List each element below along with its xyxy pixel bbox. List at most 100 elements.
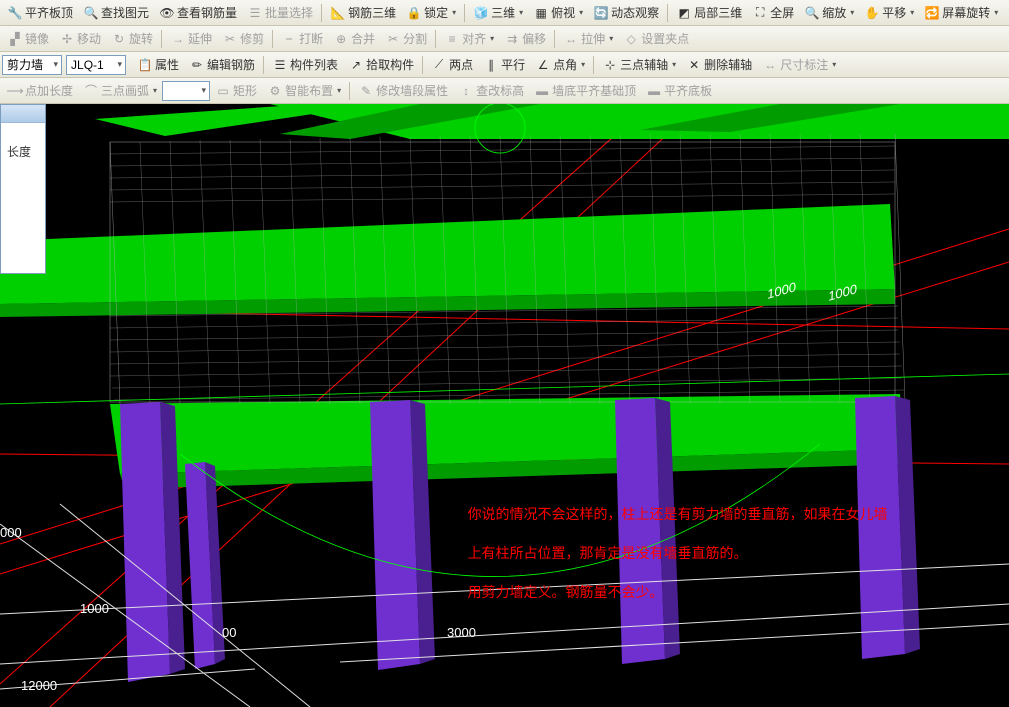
mirror: ▞镜像 (3, 28, 53, 49)
offset-icon: ⇉ (504, 31, 520, 47)
three-point-arc-icon: ⌒ (83, 83, 99, 99)
screen-rotate[interactable]: 🔁屏幕旋转▾ (920, 2, 1002, 23)
check-rebar[interactable]: 👁查看钢筋量 (155, 2, 241, 23)
find-element-label: 查找图元 (101, 4, 149, 21)
rectangle: ▭矩形 (211, 80, 261, 101)
batch-select-icon: ☰ (247, 5, 263, 21)
edit-rebar-label: 编辑钢筋 (207, 56, 255, 73)
three-point-axis[interactable]: ⊹三点辅轴▾ (598, 54, 680, 75)
dropdown-icon: ▾ (579, 8, 583, 17)
mirror-icon: ▞ (7, 31, 23, 47)
auto-arrange-label: 智能布置 (285, 82, 333, 99)
move-label: 移动 (77, 30, 101, 47)
align: ≡对齐 ▾ (440, 28, 498, 49)
dimension-label: 1000 (80, 601, 109, 616)
view-3d-icon: 🧊 (473, 5, 489, 21)
fullscreen[interactable]: ⛶全屏 (748, 2, 798, 23)
pan[interactable]: ✋平移▾ (860, 2, 918, 23)
component-list[interactable]: ☰构件列表 (268, 54, 342, 75)
align-icon: ≡ (444, 31, 460, 47)
dropdown-icon: ▾ (519, 8, 523, 17)
rebar-3d-label: 钢筋三维 (348, 4, 396, 21)
lock-icon: 🔒 (406, 5, 422, 21)
pick-component[interactable]: ↗拾取构件 (344, 54, 418, 75)
three-point-axis-icon: ⊹ (602, 57, 618, 73)
break-label: 打断 (299, 30, 323, 47)
dimension-label: 3000 (447, 625, 476, 640)
extend-icon: → (170, 31, 186, 47)
screen-rotate-icon: 🔁 (924, 5, 940, 21)
dropdown-icon: ▾ (490, 34, 494, 43)
fullscreen-label: 全屏 (770, 4, 794, 21)
rectangle-icon: ▭ (215, 83, 231, 99)
two-point-label: 两点 (449, 56, 473, 73)
local-3d-icon: ◩ (676, 5, 692, 21)
dropdown-icon: ▾ (850, 8, 854, 17)
panel-header[interactable] (1, 105, 45, 123)
find-element[interactable]: 🔍查找图元 (79, 2, 153, 23)
rebar-3d-icon: 📐 (330, 5, 346, 21)
top-view[interactable]: ▦俯视 ▾ (529, 2, 587, 23)
trim: ✂修剪 (218, 28, 268, 49)
dropdown-icon: ▾ (910, 8, 914, 17)
point-length-label: 点加长度 (25, 82, 73, 99)
check-rebar-icon: 👁 (159, 5, 175, 21)
break-icon: ⎯ (281, 31, 297, 47)
toolbar-row-1: 🔧平齐板顶🔍查找图元👁查看钢筋量☰批量选择📐钢筋三维🔒锁定▾🧊三维▾▦俯视▾🔄动… (0, 0, 1009, 26)
check-elevation: ↕查改标高 (454, 80, 528, 101)
pick-component-label: 拾取构件 (366, 56, 414, 73)
3d-viewport[interactable]: 你说的情况不会这样的，柱上还是有剪力墙的垂直筋，如果在女儿墙 上有柱所占位置，那… (0, 104, 1009, 707)
two-point[interactable]: ⟋两点 (427, 54, 477, 75)
parallel[interactable]: ∥平行 (479, 54, 529, 75)
stretch-icon: ↔ (563, 31, 579, 47)
delete-axis-label: 删除辅轴 (704, 56, 752, 73)
top-view-label: 俯视 (551, 4, 575, 21)
zoom[interactable]: 🔍缩放▾ (800, 2, 858, 23)
rotate-icon: ↻ (111, 31, 127, 47)
rebar-3d[interactable]: 📐钢筋三维 (326, 2, 400, 23)
edit-rebar[interactable]: ✏编辑钢筋 (185, 54, 259, 75)
point-length-icon: ⟶ (7, 83, 23, 99)
delete-axis[interactable]: ✕删除辅轴 (682, 54, 756, 75)
offset-label: 偏移 (522, 30, 546, 47)
beam-top (0, 204, 895, 304)
lock-label: 锁定 (424, 4, 448, 21)
point-angle-label: 点角 (553, 56, 577, 73)
parallel-icon: ∥ (483, 57, 499, 73)
three-point-arc: ⌒三点画弧▾ (79, 80, 161, 101)
dropdown-icon: ▾ (832, 60, 836, 69)
toolbar-row-4: ⟶点加长度⌒三点画弧▾▭矩形⚙智能布置▾✎修改墙段属性↕查改标高▬墙底平齐基础顶… (0, 78, 1009, 104)
split-label: 分割 (403, 30, 427, 47)
wall-type-combo[interactable]: 剪力墙 (2, 55, 62, 75)
trim-icon: ✂ (222, 31, 238, 47)
rotate: ↻旋转 (107, 28, 157, 49)
dropdown-icon: ▾ (452, 8, 456, 17)
align-bottom-slab-label: 平齐底板 (664, 82, 712, 99)
wall-id-combo[interactable]: JLQ-1 (66, 55, 126, 75)
lock[interactable]: 🔒锁定 ▾ (402, 2, 460, 23)
floating-panel[interactable]: 长度 (0, 104, 46, 274)
edit-rebar-icon: ✏ (189, 57, 205, 73)
local-3d[interactable]: ◩局部三维 (672, 2, 746, 23)
dynamic-view-label: 动态观察 (611, 4, 659, 21)
dynamic-view[interactable]: 🔄动态观察 (589, 2, 663, 23)
dropdown-icon: ▾ (581, 60, 585, 69)
wall-base-align: ▬墙底平齐基础顶 (530, 80, 640, 101)
align-slab-top[interactable]: 🔧平齐板顶 (3, 2, 77, 23)
dimension-label: 000 (0, 525, 22, 540)
view-3d[interactable]: 🧊三维▾ (469, 2, 527, 23)
merge: ⊕合并 (329, 28, 379, 49)
rotate-label: 旋转 (129, 30, 153, 47)
point-angle[interactable]: ∠点角▾ (531, 54, 589, 75)
point-length: ⟶点加长度 (3, 80, 77, 101)
properties[interactable]: 📋属性 (133, 54, 183, 75)
toolbar-row-2: ▞镜像✢移动↻旋转→延伸✂修剪⎯打断⊕合并✂分割≡对齐▾⇉偏移↔拉伸▾◇设置夹点 (0, 26, 1009, 52)
split-icon: ✂ (385, 31, 401, 47)
extend-label: 延伸 (188, 30, 212, 47)
toolbar-combo[interactable] (162, 81, 210, 101)
delete-axis-icon: ✕ (686, 57, 702, 73)
top-view-icon: ▦ (533, 5, 549, 21)
three-point-arc-label: 三点画弧 (101, 82, 149, 99)
align-label: 对齐 (462, 30, 486, 47)
mirror-label: 镜像 (25, 30, 49, 47)
